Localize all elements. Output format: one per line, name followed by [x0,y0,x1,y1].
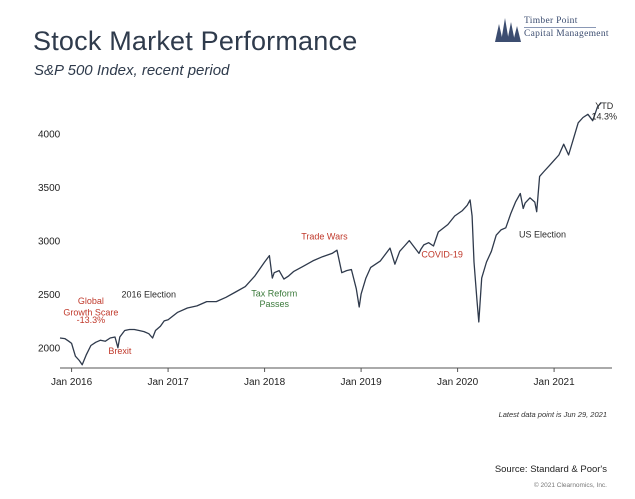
sp500-series-line [59,102,602,366]
x-tick-label: Jan 2020 [437,377,479,388]
tree-logo-icon [495,18,521,42]
source-note: Source: Standard & Poor's [494,464,607,475]
y-tick-label: 4000 [38,130,61,141]
x-tick-label: Jan 2016 [51,377,93,388]
chart-title: Stock Market Performance [33,26,358,56]
annotation-label: Brexit [108,346,132,356]
annotation-label: COVID-19 [421,250,463,260]
annotation-label: Tax Reform [251,288,297,298]
x-tick-label: Jan 2017 [148,377,190,388]
annotation-label: 14.3% [592,112,618,122]
logo-divider [524,27,596,28]
x-tick-label: Jan 2019 [341,377,383,388]
annotation-label: US Election [519,229,566,239]
logo-line-2: Capital Management [524,29,609,39]
y-tick-label: 2500 [38,290,61,301]
x-tick-label: Jan 2018 [244,377,286,388]
annotation-label: -13.3% [77,315,106,325]
y-tick-label: 2000 [38,344,61,355]
x-tick-label: Jan 2021 [534,377,576,388]
annotation-label: Passes [259,299,289,309]
annotation-label: Trade Wars [301,232,348,242]
data-footnote: Latest data point is Jun 29, 2021 [498,410,607,419]
annotation-label: Global [78,296,104,306]
annotation-label: YTD [595,101,614,111]
y-tick-label: 3000 [38,237,61,248]
chart-subtitle: S&P 500 Index, recent period [34,62,230,79]
logo-line-1: Timber Point [524,16,578,26]
copyright-note: © 2021 Clearnomics, Inc. [533,482,607,489]
annotation-label: Growth Scare [63,308,118,318]
y-tick-label: 3500 [38,183,61,194]
annotation-label: 2016 Election [122,289,177,299]
